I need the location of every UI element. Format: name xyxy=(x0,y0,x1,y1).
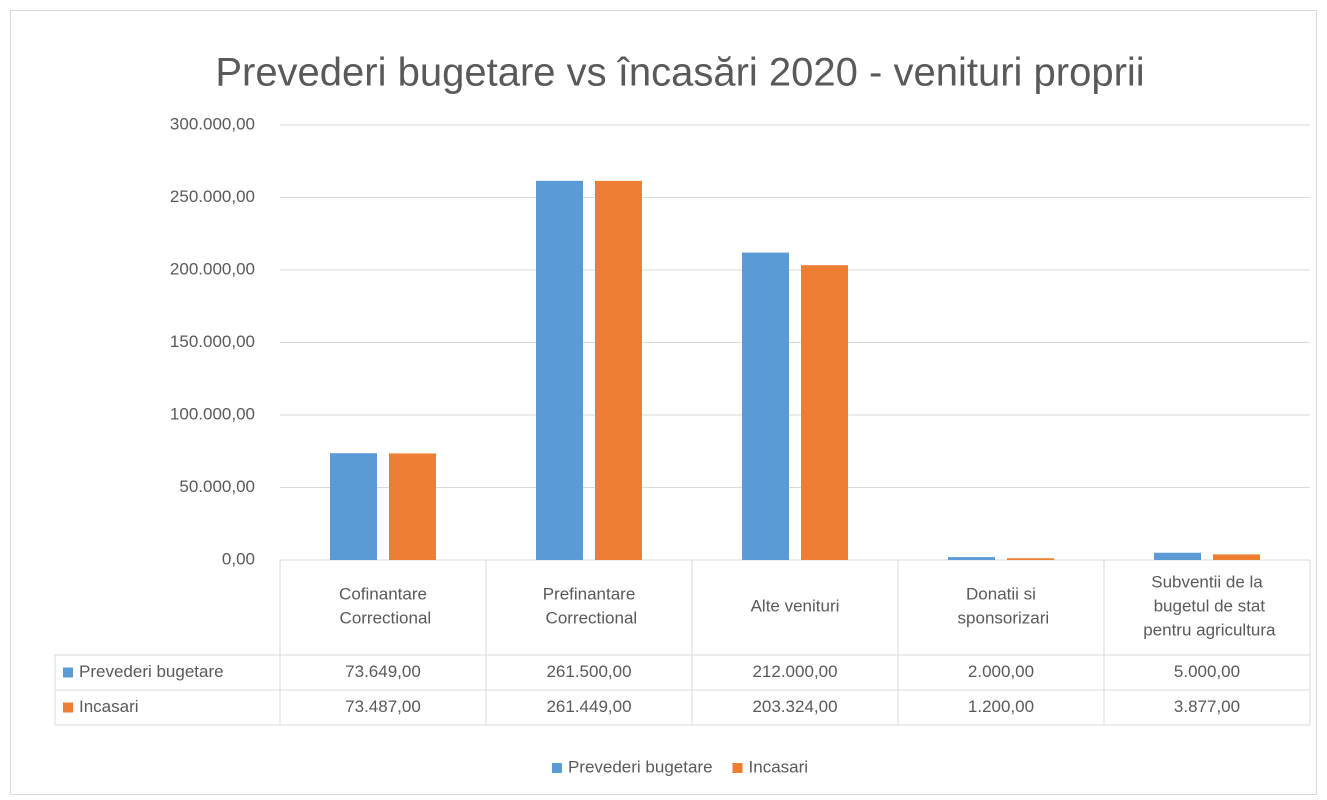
bar xyxy=(1213,554,1260,560)
x-tick-label: Donatii si sponsorizari xyxy=(953,585,1049,628)
legend-label: Incasari xyxy=(749,757,809,776)
table-value: 212.000,00 xyxy=(752,662,837,681)
x-tick-label: Alte venituri xyxy=(751,597,840,616)
y-tick-label: 200.000,00 xyxy=(170,259,255,278)
legend-label: Prevederi bugetare xyxy=(568,757,713,776)
table-value: 261.500,00 xyxy=(546,662,631,681)
bar xyxy=(742,252,789,560)
table-series-name: Incasari xyxy=(79,697,139,716)
chart-title: Prevederi bugetare vs încasări 2020 - ve… xyxy=(215,51,1144,95)
x-tick-label: Cofinantare Correctional xyxy=(335,585,431,628)
legend-swatch xyxy=(732,763,743,773)
y-tick-label: 150.000,00 xyxy=(170,332,255,351)
table-value: 1.200,00 xyxy=(968,697,1034,716)
bar xyxy=(801,265,848,560)
chart-border xyxy=(10,10,1317,795)
x-tick-label: Subventii de la bugetul de stat pentru a… xyxy=(1138,573,1276,640)
bar xyxy=(536,180,583,560)
legend-swatch xyxy=(63,702,73,713)
y-tick-label: 100.000,00 xyxy=(170,404,255,423)
legend-swatch xyxy=(63,667,73,678)
table-value: 203.324,00 xyxy=(752,697,837,716)
y-tick-label: 300.000,00 xyxy=(170,114,255,133)
bar xyxy=(1007,558,1054,560)
bar xyxy=(389,453,436,560)
table-value: 73.649,00 xyxy=(345,662,421,681)
x-tick-label: Prefinantare Correctional xyxy=(541,585,637,628)
bar xyxy=(1154,552,1201,560)
bar xyxy=(948,557,995,560)
table-value: 261.449,00 xyxy=(546,697,631,716)
table-value: 5.000,00 xyxy=(1174,662,1240,681)
table-series-name: Prevederi bugetare xyxy=(79,662,224,681)
y-tick-label: 250.000,00 xyxy=(170,187,255,206)
bar xyxy=(330,453,377,560)
table-value: 73.487,00 xyxy=(345,697,421,716)
y-tick-label: 50.000,00 xyxy=(179,477,255,496)
bar xyxy=(595,180,642,560)
legend-swatch xyxy=(551,763,562,773)
table-value: 3.877,00 xyxy=(1174,697,1240,716)
table-value: 2.000,00 xyxy=(968,662,1034,681)
y-tick-label: 0,00 xyxy=(222,549,255,568)
